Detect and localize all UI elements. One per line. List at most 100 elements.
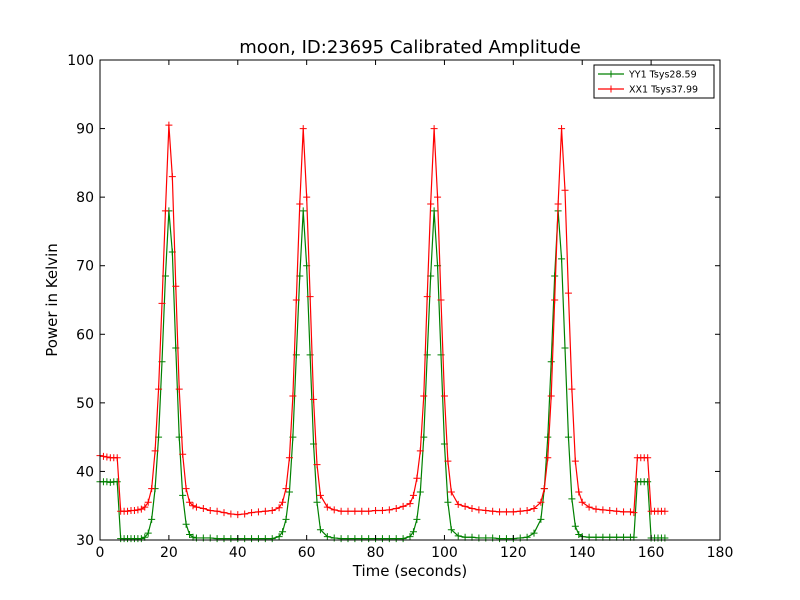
legend-label: YY1 Tsys28.59 bbox=[628, 70, 697, 81]
data-point-marker bbox=[406, 533, 414, 541]
data-point-marker bbox=[447, 526, 455, 534]
data-point-marker bbox=[323, 533, 331, 541]
data-point-marker bbox=[571, 522, 579, 530]
data-point-marker bbox=[206, 507, 214, 515]
data-point-marker bbox=[351, 535, 359, 543]
data-point-marker bbox=[234, 511, 242, 519]
y-tick-label: 30 bbox=[76, 533, 94, 549]
data-point-marker bbox=[189, 502, 197, 510]
data-point-marker bbox=[172, 282, 180, 290]
data-point-marker bbox=[296, 200, 304, 208]
legend-label: XX1 Tsys37.99 bbox=[629, 85, 698, 96]
data-point-marker bbox=[241, 535, 249, 543]
data-point-marker bbox=[558, 125, 566, 133]
y-tick-label: 90 bbox=[76, 122, 94, 138]
x-tick-label: 80 bbox=[367, 545, 385, 561]
data-point-marker bbox=[554, 200, 562, 208]
x-tick-label: 180 bbox=[707, 545, 734, 561]
data-point-marker bbox=[99, 452, 107, 460]
data-point-marker bbox=[416, 488, 424, 496]
data-point-marker bbox=[148, 485, 156, 493]
data-point-marker bbox=[378, 535, 386, 543]
data-point-marker bbox=[186, 498, 194, 506]
data-point-marker bbox=[282, 515, 290, 523]
data-point-marker bbox=[551, 296, 559, 304]
chart-title: moon, ID:23695 Calibrated Amplitude bbox=[239, 37, 581, 58]
data-point-marker bbox=[299, 125, 307, 133]
data-point-marker bbox=[509, 508, 517, 516]
data-point-marker bbox=[440, 392, 448, 400]
data-point-marker bbox=[144, 498, 152, 506]
data-point-marker bbox=[161, 207, 169, 215]
data-point-marker bbox=[540, 485, 548, 493]
series-line bbox=[99, 125, 665, 516]
data-point-marker bbox=[192, 503, 200, 511]
data-point-marker bbox=[168, 173, 176, 181]
data-point-marker bbox=[254, 508, 262, 516]
data-point-marker bbox=[358, 507, 366, 515]
data-point-marker bbox=[275, 504, 283, 512]
data-point-marker bbox=[430, 207, 438, 215]
y-tick-label: 80 bbox=[76, 190, 94, 206]
data-point-marker bbox=[289, 392, 297, 400]
data-point-marker bbox=[137, 535, 145, 543]
data-point-marker bbox=[144, 529, 152, 537]
data-point-marker bbox=[113, 454, 121, 462]
data-point-marker bbox=[179, 450, 187, 458]
data-point-marker bbox=[537, 498, 545, 506]
data-point-marker bbox=[661, 507, 669, 515]
legend-box bbox=[593, 64, 715, 99]
data-point-marker bbox=[378, 507, 386, 515]
data-point-marker bbox=[399, 535, 407, 543]
data-point-marker bbox=[124, 507, 132, 515]
data-point-marker bbox=[409, 528, 417, 536]
data-point-marker bbox=[423, 293, 431, 301]
data-point-marker bbox=[585, 503, 593, 511]
data-point-marker bbox=[199, 504, 207, 512]
data-point-marker bbox=[292, 296, 300, 304]
x-tick-label: 40 bbox=[229, 545, 247, 561]
y-tick-label: 100 bbox=[67, 53, 94, 69]
data-point-marker bbox=[351, 507, 359, 515]
data-point-marker bbox=[227, 535, 235, 543]
x-tick-label: 100 bbox=[431, 545, 458, 561]
data-point-marker bbox=[575, 488, 583, 496]
data-point-marker bbox=[268, 535, 276, 543]
data-point-marker bbox=[282, 485, 290, 493]
plot-area bbox=[96, 121, 669, 543]
data-point-marker bbox=[444, 498, 452, 506]
y-tick-label: 40 bbox=[76, 464, 94, 480]
data-point-marker bbox=[620, 508, 628, 516]
data-point-marker bbox=[130, 507, 138, 515]
data-point-marker bbox=[141, 503, 149, 511]
x-tick-label: 120 bbox=[500, 545, 527, 561]
data-point-marker bbox=[523, 507, 531, 515]
data-point-marker bbox=[571, 457, 579, 465]
data-point-marker bbox=[285, 488, 293, 496]
data-point-marker bbox=[227, 510, 235, 518]
data-point-marker bbox=[241, 510, 249, 518]
data-point-marker bbox=[420, 392, 428, 400]
data-point-marker bbox=[148, 515, 156, 523]
data-point-marker bbox=[475, 506, 483, 514]
data-point-marker bbox=[558, 255, 566, 263]
data-point-marker bbox=[644, 478, 652, 486]
data-point-marker bbox=[213, 507, 221, 515]
legend-marker bbox=[607, 85, 615, 93]
data-point-marker bbox=[182, 520, 190, 528]
x-tick-label: 20 bbox=[160, 545, 178, 561]
data-point-marker bbox=[285, 454, 293, 462]
data-point-marker bbox=[544, 454, 552, 462]
data-point-marker bbox=[547, 392, 555, 400]
data-point-marker bbox=[399, 502, 407, 510]
data-point-marker bbox=[268, 507, 276, 515]
data-point-marker bbox=[564, 433, 572, 441]
data-point-marker bbox=[454, 500, 462, 508]
data-point-marker bbox=[344, 535, 352, 543]
data-point-marker bbox=[392, 535, 400, 543]
data-point-marker bbox=[626, 508, 634, 516]
data-point-marker bbox=[416, 447, 424, 455]
data-point-marker bbox=[482, 507, 490, 515]
data-point-marker bbox=[113, 478, 121, 486]
